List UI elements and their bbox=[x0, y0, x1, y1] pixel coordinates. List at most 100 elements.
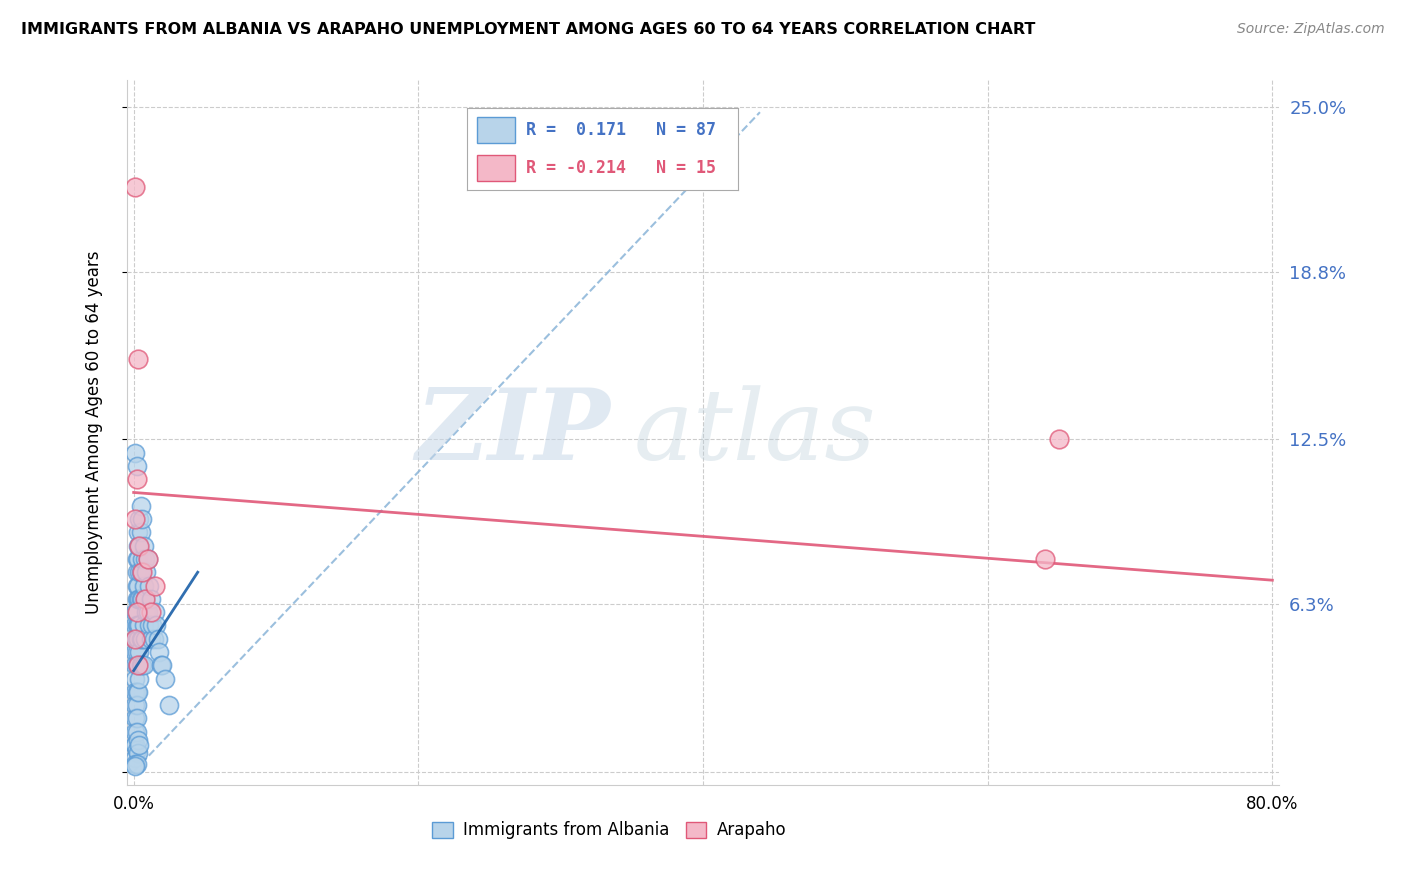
Point bbox=[125, 552, 148, 566]
Point bbox=[125, 578, 148, 592]
Point bbox=[124, 759, 146, 773]
Point bbox=[127, 539, 149, 553]
Point bbox=[124, 711, 146, 725]
Point bbox=[129, 591, 152, 606]
Point bbox=[134, 591, 156, 606]
Point bbox=[125, 756, 148, 771]
Point bbox=[124, 645, 146, 659]
Point bbox=[127, 591, 149, 606]
Point bbox=[125, 724, 148, 739]
Point bbox=[125, 618, 148, 632]
Point bbox=[124, 685, 146, 699]
Point bbox=[125, 658, 148, 673]
Point bbox=[1047, 432, 1070, 446]
Point bbox=[136, 605, 159, 619]
Point bbox=[125, 632, 148, 646]
Point bbox=[124, 738, 146, 752]
Point bbox=[124, 179, 146, 194]
Point bbox=[131, 658, 153, 673]
Y-axis label: Unemployment Among Ages 60 to 64 years: Unemployment Among Ages 60 to 64 years bbox=[84, 251, 103, 615]
Point bbox=[127, 525, 149, 540]
Point bbox=[131, 566, 153, 580]
Point bbox=[124, 672, 146, 686]
Point bbox=[127, 552, 149, 566]
Point bbox=[125, 645, 148, 659]
Point bbox=[149, 658, 172, 673]
Point bbox=[131, 632, 153, 646]
Point bbox=[124, 605, 146, 619]
Point bbox=[125, 458, 148, 473]
Point bbox=[124, 512, 146, 526]
Point bbox=[139, 591, 162, 606]
Point bbox=[124, 618, 146, 632]
Point bbox=[129, 499, 152, 513]
Point bbox=[128, 618, 150, 632]
Bar bbox=[686, 822, 706, 838]
Point bbox=[148, 645, 170, 659]
Point bbox=[146, 632, 169, 646]
Point bbox=[125, 711, 148, 725]
Point bbox=[125, 591, 148, 606]
Point bbox=[134, 591, 156, 606]
Point bbox=[124, 632, 146, 646]
Point bbox=[127, 632, 149, 646]
Point bbox=[150, 658, 173, 673]
Point bbox=[139, 632, 162, 646]
Point bbox=[143, 605, 166, 619]
Point bbox=[135, 566, 157, 580]
Point bbox=[125, 605, 148, 619]
Point bbox=[145, 618, 167, 632]
Point bbox=[153, 672, 176, 686]
Point bbox=[135, 605, 157, 619]
Text: Immigrants from Albania: Immigrants from Albania bbox=[463, 821, 669, 839]
Point bbox=[124, 738, 146, 752]
Point bbox=[128, 539, 150, 553]
Point bbox=[124, 698, 146, 713]
Point bbox=[127, 658, 149, 673]
Point bbox=[125, 698, 148, 713]
Point bbox=[131, 591, 153, 606]
Point bbox=[127, 352, 149, 367]
Point bbox=[125, 472, 148, 486]
Point bbox=[127, 578, 149, 592]
Point bbox=[125, 605, 148, 619]
Point bbox=[127, 732, 149, 747]
Point bbox=[136, 552, 159, 566]
Point bbox=[127, 618, 149, 632]
Bar bbox=[432, 822, 453, 838]
Point bbox=[1033, 552, 1056, 566]
Point bbox=[138, 578, 160, 592]
Point bbox=[132, 618, 155, 632]
Point bbox=[132, 539, 155, 553]
Point bbox=[129, 632, 152, 646]
Point bbox=[124, 445, 146, 459]
Point bbox=[124, 756, 146, 771]
Point bbox=[129, 566, 152, 580]
Point bbox=[127, 685, 149, 699]
Point bbox=[142, 632, 165, 646]
Point bbox=[143, 578, 166, 592]
Point bbox=[128, 539, 150, 553]
Point bbox=[131, 512, 153, 526]
Point bbox=[128, 738, 150, 752]
Point bbox=[124, 632, 146, 646]
Point bbox=[125, 743, 148, 757]
Point bbox=[127, 658, 149, 673]
Point bbox=[131, 552, 153, 566]
Point bbox=[128, 672, 150, 686]
Point bbox=[139, 605, 162, 619]
Point bbox=[127, 746, 149, 760]
Point bbox=[134, 552, 156, 566]
Point bbox=[125, 566, 148, 580]
Point bbox=[125, 685, 148, 699]
Point bbox=[129, 658, 152, 673]
Text: IMMIGRANTS FROM ALBANIA VS ARAPAHO UNEMPLOYMENT AMONG AGES 60 TO 64 YEARS CORREL: IMMIGRANTS FROM ALBANIA VS ARAPAHO UNEMP… bbox=[21, 22, 1035, 37]
Point bbox=[141, 618, 163, 632]
Point bbox=[124, 751, 146, 765]
Point bbox=[132, 578, 155, 592]
Point bbox=[129, 525, 152, 540]
Point bbox=[132, 658, 155, 673]
Point bbox=[136, 552, 159, 566]
Point bbox=[138, 618, 160, 632]
Text: atlas: atlas bbox=[634, 385, 876, 480]
